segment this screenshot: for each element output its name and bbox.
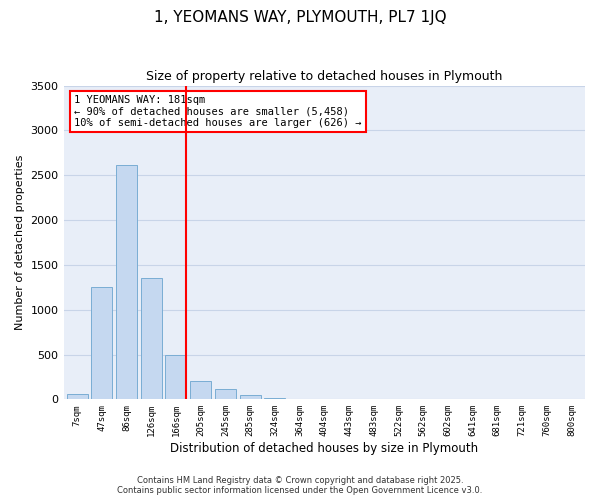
Bar: [67, 394, 88, 400]
Bar: [91, 288, 112, 400]
X-axis label: Distribution of detached houses by size in Plymouth: Distribution of detached houses by size …: [170, 442, 478, 455]
Y-axis label: Number of detached properties: Number of detached properties: [15, 155, 25, 330]
Title: Size of property relative to detached houses in Plymouth: Size of property relative to detached ho…: [146, 70, 502, 83]
Bar: [239, 395, 260, 400]
Bar: [116, 166, 137, 400]
Bar: [190, 382, 211, 400]
Bar: [141, 278, 162, 400]
Text: 1, YEOMANS WAY, PLYMOUTH, PL7 1JQ: 1, YEOMANS WAY, PLYMOUTH, PL7 1JQ: [154, 10, 446, 25]
Text: 1 YEOMANS WAY: 181sqm
← 90% of detached houses are smaller (5,458)
10% of semi-d: 1 YEOMANS WAY: 181sqm ← 90% of detached …: [74, 95, 361, 128]
Bar: [265, 398, 286, 400]
Bar: [166, 354, 187, 400]
Bar: [215, 390, 236, 400]
Text: Contains HM Land Registry data © Crown copyright and database right 2025.
Contai: Contains HM Land Registry data © Crown c…: [118, 476, 482, 495]
